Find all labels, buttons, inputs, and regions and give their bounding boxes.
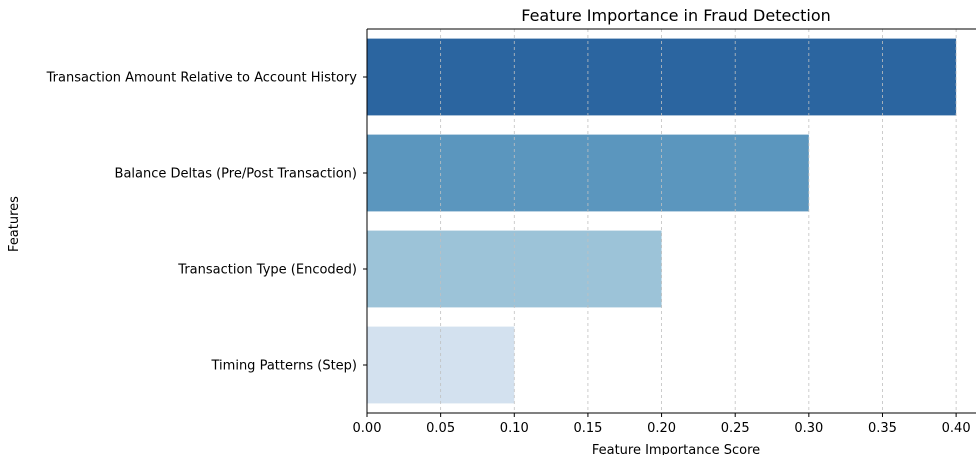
y-tick-label: Balance Deltas (Pre/Post Transaction) — [115, 167, 357, 182]
y-tick-label: Timing Patterns (Step) — [211, 359, 357, 374]
x-tick-label: 0.00 — [353, 421, 382, 436]
x-tick-label: 0.05 — [426, 421, 455, 436]
y-tick-label: Transaction Type (Encoded) — [177, 263, 357, 278]
y-axis-label: Features — [7, 196, 22, 252]
y-tick-label: Transaction Amount Relative to Account H… — [46, 71, 358, 86]
x-tick-label: 0.30 — [794, 421, 823, 436]
x-tick-label: 0.35 — [868, 421, 897, 436]
x-tick-label: 0.25 — [721, 421, 750, 436]
chart-title: Feature Importance in Fraud Detection — [521, 6, 831, 25]
y-axis-ticks: Transaction Amount Relative to Account H… — [46, 71, 367, 374]
axes — [366, 28, 976, 414]
x-tick-label: 0.15 — [573, 421, 602, 436]
x-tick-label: 0.10 — [500, 421, 529, 436]
x-tick-label: 0.20 — [647, 421, 676, 436]
x-tick-label: 0.40 — [942, 421, 971, 436]
x-axis-ticks: 0.00 0.05 0.10 0.15 0.20 0.25 0.30 0.35 0.40 — [353, 413, 971, 436]
x-axis-label: Feature Importance Score — [592, 443, 760, 455]
